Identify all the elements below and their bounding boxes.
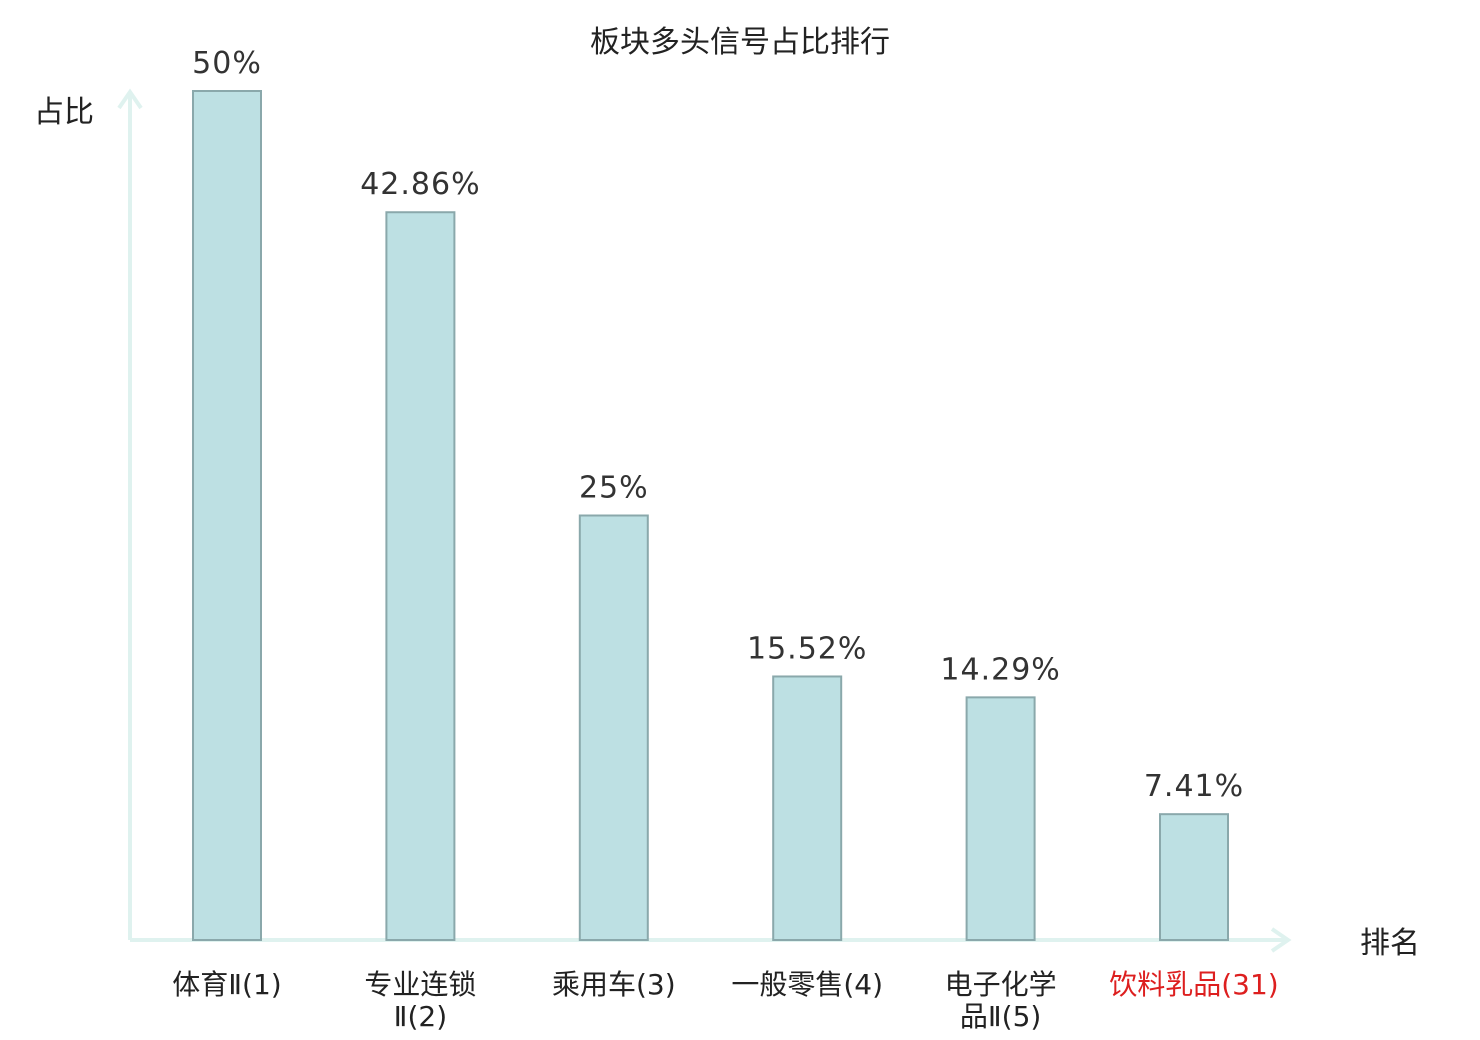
category-label-1: 体育Ⅱ(1)	[172, 968, 281, 1001]
value-label-1: 50%	[192, 46, 262, 81]
bar-2	[385, 211, 456, 942]
bar-3	[578, 514, 649, 941]
category-label-4: 一般零售(4)	[731, 968, 883, 1001]
value-label-3: 25%	[579, 471, 649, 506]
y-axis-arrow	[117, 88, 143, 110]
category-label-3: 乘用车(3)	[552, 968, 676, 1001]
chart-title: 板块多头信号占比排行	[590, 25, 890, 60]
bars-group	[192, 90, 1229, 942]
category-label-2-line-1: 专业连锁	[364, 968, 476, 1001]
value-label-2: 42.86%	[360, 167, 480, 202]
category-label-2-line-2: Ⅱ(2)	[394, 1000, 447, 1033]
category-label-5-line-2: 品Ⅱ(5)	[960, 1000, 1041, 1033]
category-label-6: 饮料乳品(31)	[1109, 968, 1278, 1001]
bar-4	[772, 675, 843, 941]
axes	[117, 88, 1292, 953]
y-axis-label: 占比	[34, 95, 94, 130]
x-axis-label: 排名	[1360, 926, 1420, 961]
value-label-6: 7.41%	[1144, 769, 1244, 804]
x-axis-arrow	[1270, 927, 1292, 953]
value-label-5: 14.29%	[940, 652, 1060, 687]
bar-5	[965, 696, 1036, 941]
bar-1	[192, 90, 262, 941]
value-labels-group: 50% 42.86% 25% 15.52% 14.29% 7.41%	[192, 46, 1244, 804]
bar-6	[1159, 813, 1229, 942]
value-label-4: 15.52%	[747, 631, 867, 666]
category-label-5-line-1: 电子化学	[945, 968, 1057, 1001]
